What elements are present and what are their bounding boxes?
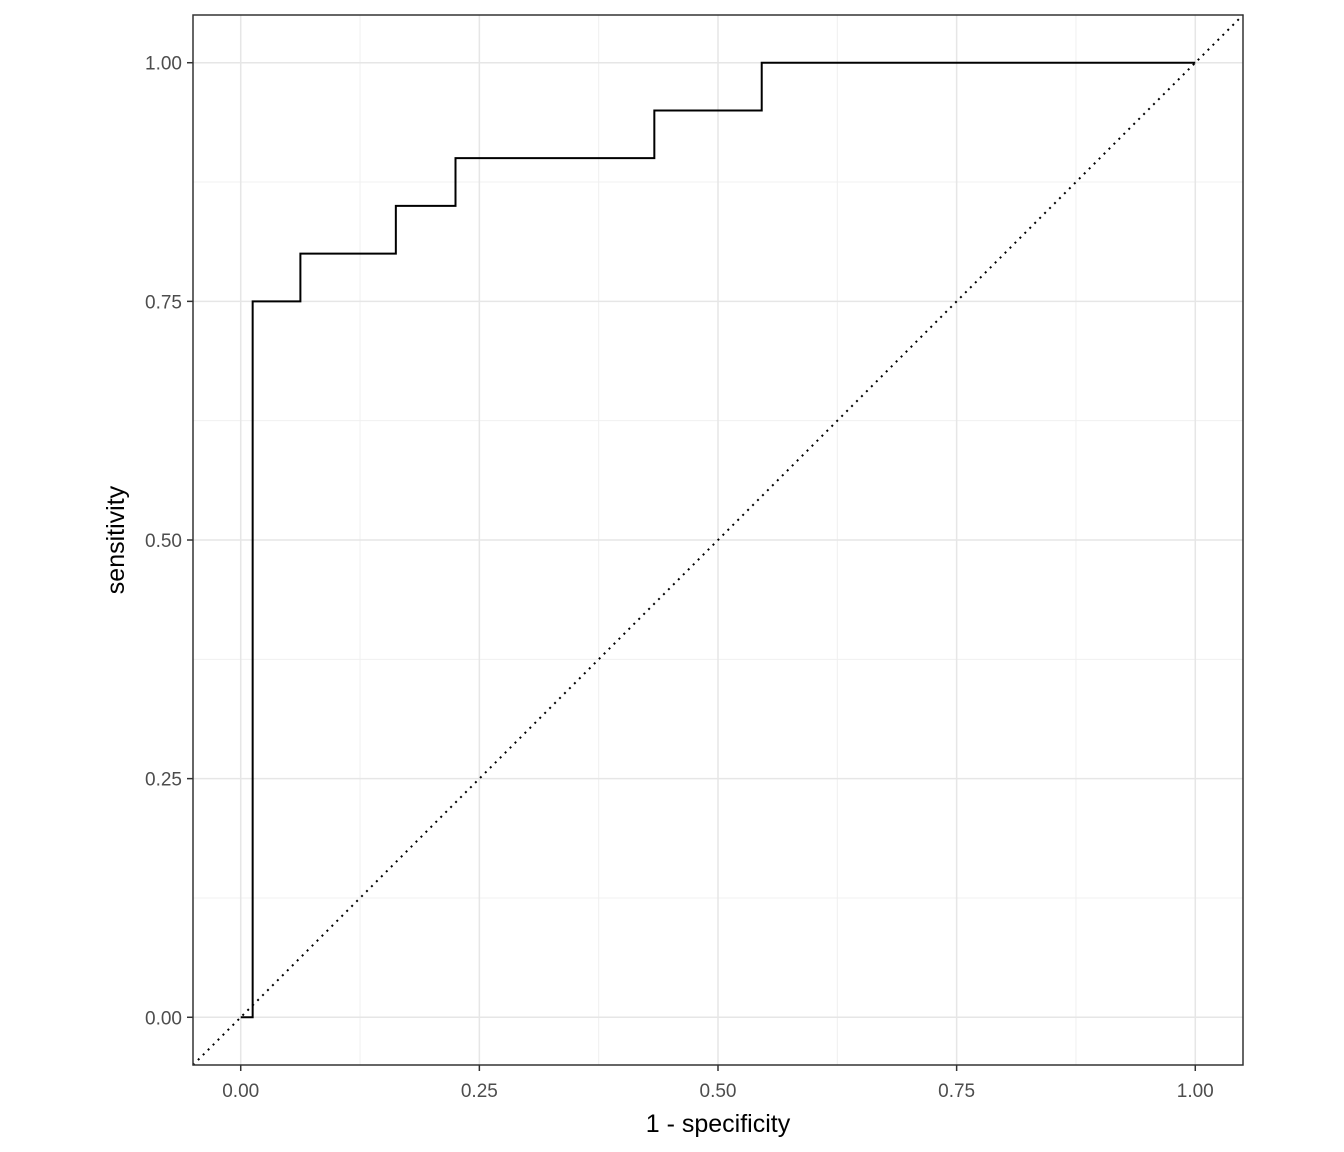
x-tick-label: 0.75 bbox=[938, 1081, 975, 1102]
y-axis: 0.00 0.25 0.50 0.75 1.00 bbox=[145, 54, 193, 1029]
x-axis-title: 1 - specificity bbox=[646, 1110, 791, 1138]
y-tick-label: 0.25 bbox=[145, 770, 182, 791]
y-tick-label: 0.00 bbox=[145, 1008, 182, 1029]
y-axis-title: sensitivity bbox=[102, 485, 130, 594]
x-axis: 0.00 0.25 0.50 0.75 1.00 bbox=[222, 1065, 1214, 1102]
y-tick-label: 0.50 bbox=[145, 531, 182, 552]
y-tick-label: 0.75 bbox=[145, 292, 182, 313]
diagonal-reference-line bbox=[192, 14, 1244, 1066]
x-tick-label: 0.00 bbox=[222, 1081, 259, 1102]
x-tick-label: 0.50 bbox=[700, 1081, 737, 1102]
roc-curve bbox=[240, 61, 1196, 1019]
y-tick-label: 1.00 bbox=[145, 54, 182, 75]
x-tick-label: 0.25 bbox=[461, 1081, 498, 1102]
x-tick-label: 1.00 bbox=[1177, 1081, 1214, 1102]
